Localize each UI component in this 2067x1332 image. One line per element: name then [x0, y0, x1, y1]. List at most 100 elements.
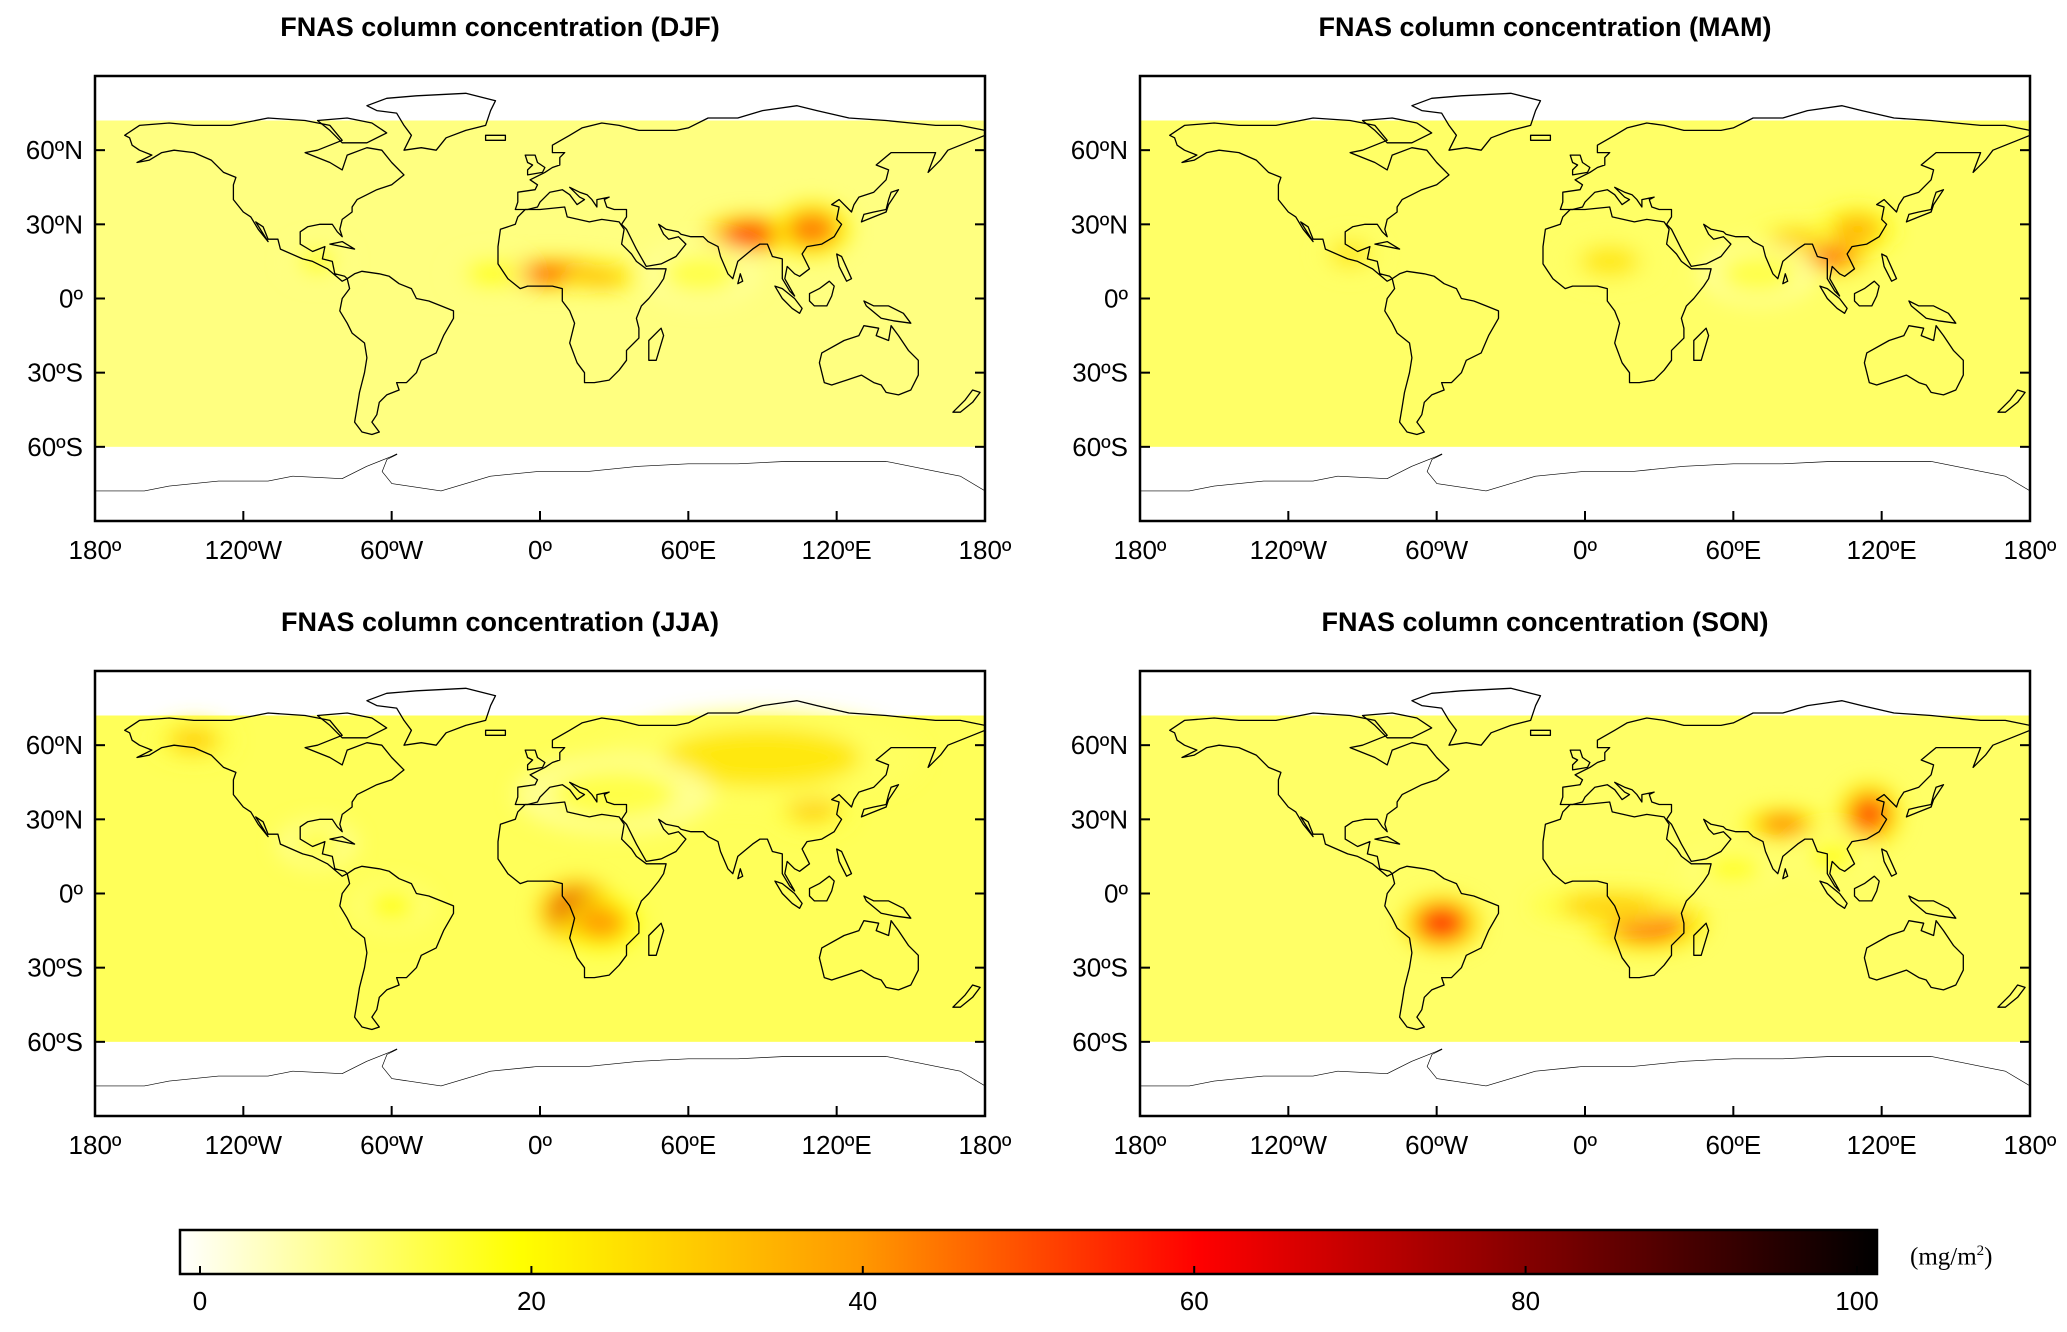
coastline-iceland [1529, 134, 1552, 141]
lat-tick-label: 60ºN [1071, 730, 1128, 760]
coastline-greenland [366, 687, 497, 746]
coastline-japan [1905, 784, 1945, 818]
coastline-sumatra [774, 880, 803, 909]
coastline-south-america [339, 865, 455, 1031]
lon-tick-label: 180º [1114, 535, 1167, 565]
lat-tick-label: 30ºN [26, 209, 83, 239]
hotspots [1402, 782, 1901, 951]
coastline-madagascar [648, 327, 665, 361]
lon-tick-label: 60ºW [360, 535, 423, 565]
coastline-eurasia [1559, 700, 2030, 892]
coastline-iceland [484, 134, 507, 141]
lat-tick-label: 30ºS [27, 953, 83, 983]
coastline-baffin [1361, 117, 1433, 144]
background-band [1140, 715, 2030, 1042]
hotspot-core [1849, 794, 1890, 835]
coastline-sumatra [1819, 285, 1848, 314]
coastline-uk [524, 154, 546, 176]
panel-title: FNAS column concentration (MAM) [1318, 12, 1772, 42]
lon-tick-label: 180º [2004, 1130, 2057, 1160]
lat-tick-label: 30ºN [26, 804, 83, 834]
coastline-north-america [1169, 117, 1450, 282]
lon-tick-label: 0º [1573, 1130, 1597, 1160]
lon-tick-label: 120ºE [1847, 535, 1917, 565]
lat-tick-label: 30ºN [1071, 804, 1128, 834]
map-panel-son: FNAS column concentration (SON) 60ºN 30ºN 0… [1045, 595, 2057, 1160]
hotspot-core [577, 905, 627, 941]
lon-tick-label: 60ºE [1705, 1130, 1761, 1160]
lat-tick-label: 0º [1104, 879, 1128, 909]
colorbar-tick-label: 60 [1180, 1286, 1209, 1316]
coastline-africa [1542, 801, 1712, 979]
colorbar-tick-label: 20 [517, 1286, 546, 1316]
lat-tick-label: 0º [59, 284, 83, 314]
coastline-cuba [329, 240, 356, 250]
hotspot-core [787, 211, 837, 247]
lat-tick-label: 30ºS [1072, 953, 1128, 983]
lon-tick-label: 0º [528, 535, 552, 565]
panel-title: FNAS column concentration (JJA) [280, 607, 720, 637]
hotspot-core [663, 254, 738, 294]
lon-tick-label: 60ºW [360, 1130, 423, 1160]
coastline-australia [1863, 920, 1964, 991]
coastline-sri-lanka [737, 273, 744, 285]
hotspot-core [1703, 856, 1763, 882]
coastline-australia [818, 920, 919, 991]
coastline-borneo [1853, 875, 1880, 902]
hotspot-core [1560, 893, 1660, 919]
map-panel-djf: FNAS column concentration (DJF) 60ºN 30ºN 0… [0, 0, 1012, 565]
panel-title: FNAS column concentration (SON) [1321, 607, 1769, 637]
coastline-iceland [484, 729, 507, 736]
map-panel-jja: FNAS column concentration (JJA) 60ºN 30ºN 0… [0, 595, 1012, 1160]
lat-tick-label: 30ºN [1071, 209, 1128, 239]
colorbar-tick-label: 40 [848, 1286, 877, 1316]
coastline-eurasia [514, 105, 985, 297]
coastline-australia [818, 325, 919, 396]
coastline-new-zealand [952, 984, 981, 1008]
lat-tick-label: 60ºN [26, 135, 83, 165]
unit-suffix: ) [1984, 1243, 1993, 1271]
coastline-south-america [1384, 865, 1500, 1031]
coastline-north-america [1169, 712, 1450, 877]
colorbar-gradient [178, 1228, 1879, 1276]
coastline-cuba [1374, 835, 1401, 845]
lon-tick-label: 120ºW [1250, 535, 1328, 565]
coastline-new-zealand [1997, 984, 2026, 1008]
coastline-australia [1863, 325, 1964, 396]
antarctica-fill [95, 1049, 985, 1116]
colorbar-svg: 0 20 40 60 80 100 [178, 1228, 1879, 1316]
lat-tick-label: 60ºS [27, 1027, 83, 1057]
lon-tick-label: 120ºE [1847, 1130, 1917, 1160]
lon-tick-label: 180º [69, 535, 122, 565]
hotspot-core [1330, 241, 1370, 267]
lon-tick-label: 120ºE [802, 1130, 872, 1160]
hotspot-core [1416, 905, 1467, 941]
colorbar: 0 20 40 60 80 100 [0, 1220, 2067, 1327]
lon-tick-label: 0º [528, 1130, 552, 1160]
map-field [95, 76, 985, 521]
hotspot-core [720, 221, 780, 247]
colorbar-tick-label: 100 [1835, 1286, 1878, 1316]
coastline-madagascar [1693, 327, 1710, 361]
hotspot-core [1720, 254, 1796, 294]
coastline-philippines [1881, 848, 1898, 877]
lon-tick-label: 120ºW [1250, 1130, 1328, 1160]
coastline-north-america [124, 117, 405, 282]
colorbar-unit: (mg/m2) [1910, 1243, 1993, 1271]
unit-prefix: (mg/m [1910, 1243, 1977, 1271]
hotspot-core [577, 271, 627, 287]
coastline-uk [1569, 154, 1591, 176]
map-svg: 60ºN 30ºN 0º 30ºS 60ºS 180º 120ºW 60ºW 0º 60ºE 120… [1071, 74, 2057, 565]
coastline-japan [1905, 189, 1945, 223]
coastline-greenland [1411, 92, 1542, 151]
coastline-eurasia [1559, 105, 2030, 297]
map-svg: 60ºN 30ºN 0º 30ºS 60ºS 180º 120ºW 60ºW 0º 60ºE 120… [26, 74, 1012, 565]
coastline-new-guinea [1908, 300, 1957, 324]
lon-tick-label: 60ºE [1705, 535, 1761, 565]
hotspot-core [366, 891, 417, 921]
coastline-philippines [836, 848, 853, 877]
lon-tick-label: 120ºW [205, 535, 283, 565]
hotspot-core [1832, 214, 1882, 245]
lat-tick-label: 0º [1104, 284, 1128, 314]
coastline-new-zealand [1997, 389, 2026, 413]
